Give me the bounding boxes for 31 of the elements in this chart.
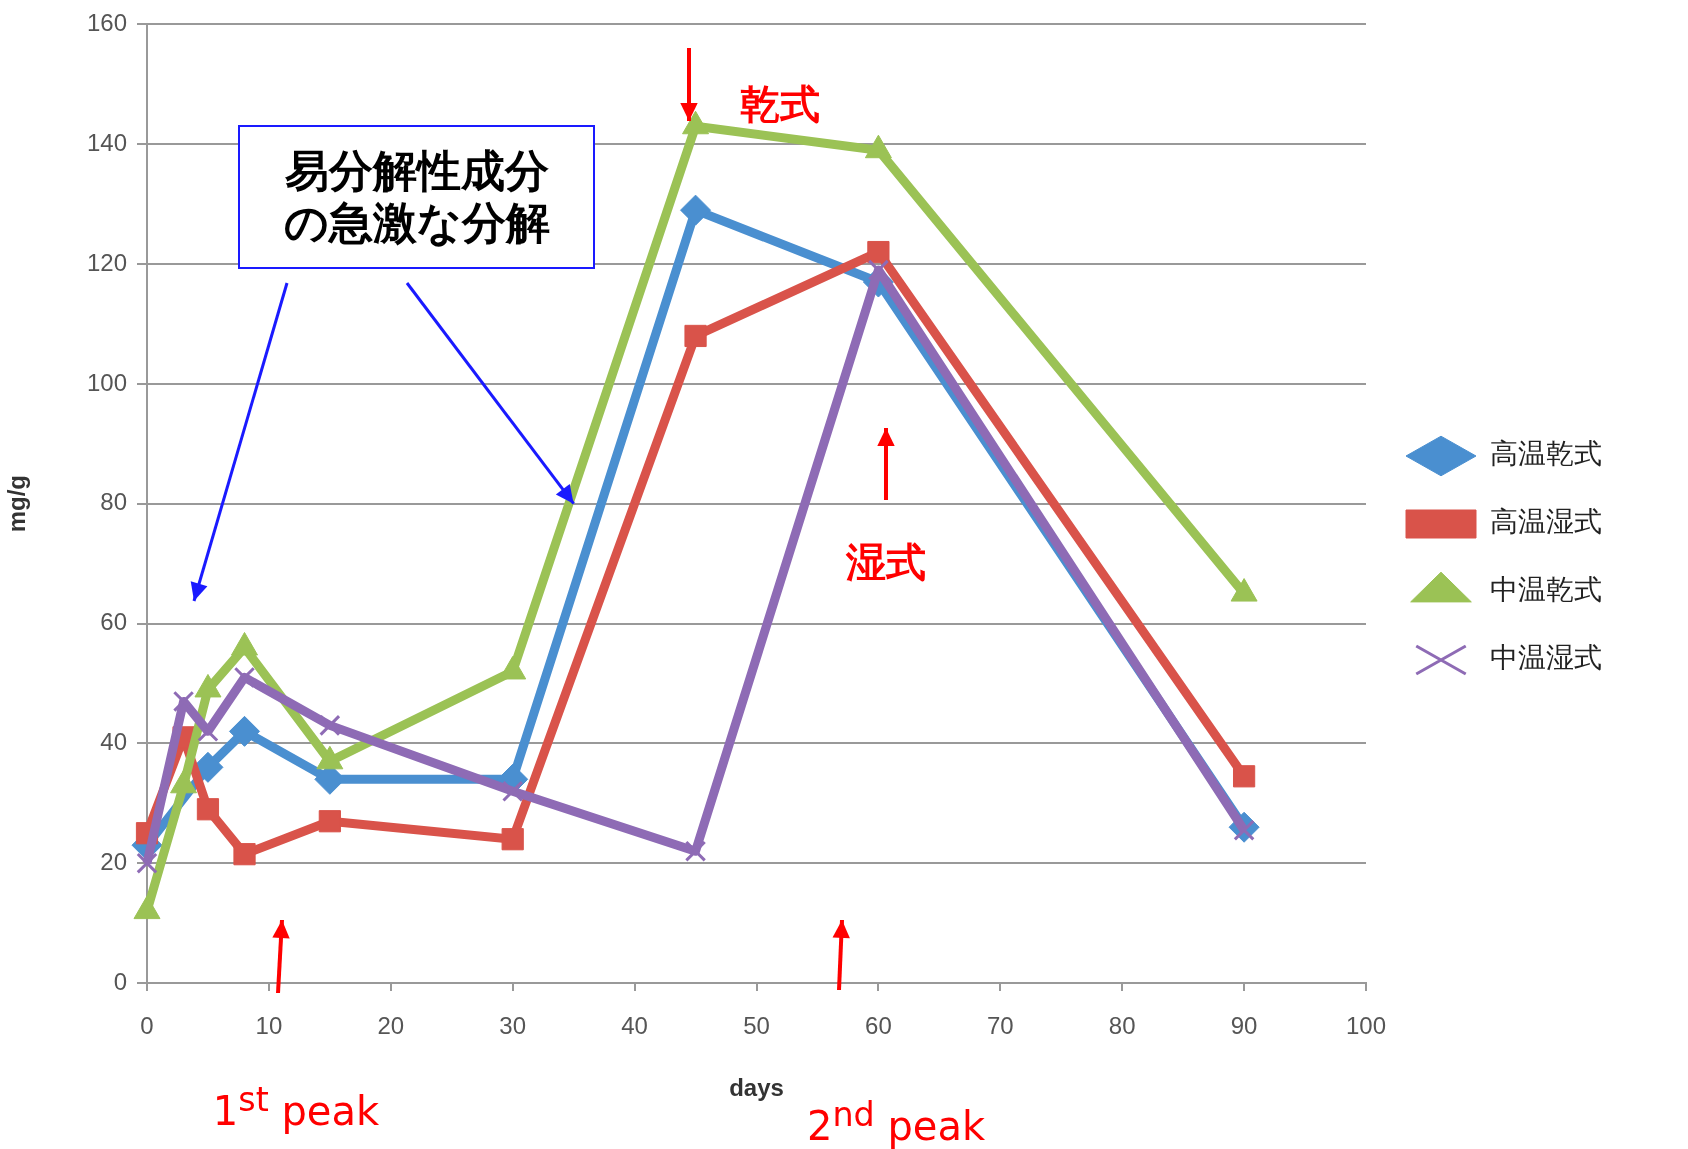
x-tick-label: 90 — [1230, 1012, 1258, 1040]
text: 1$^{st}$ peak — [212, 1079, 380, 1135]
x-tick-label: 20 — [377, 1012, 405, 1040]
x-axis-title: days — [729, 1074, 784, 1102]
legend-label: 中温湿式 — [1490, 641, 1602, 675]
text: 2$^{nd}$ peak — [806, 1094, 986, 1149]
x-tick-label: 50 — [743, 1012, 770, 1040]
annotation: 湿式 — [846, 537, 926, 585]
x-tick-label: 30 — [499, 1012, 527, 1040]
annotation: 乾式 — [740, 79, 820, 127]
y-tick-label: 0 — [113, 967, 127, 995]
y-tick-label: 160 — [86, 9, 127, 37]
legend-label: 中温乾式 — [1490, 573, 1602, 607]
legend-label: 高温湿式 — [1490, 505, 1602, 539]
x-tick-label: 0 — [140, 1012, 154, 1040]
y-axis-title: mg/g — [3, 475, 31, 533]
y-tick-label: 100 — [86, 368, 127, 396]
y-tick-label: 80 — [100, 488, 127, 516]
x-tick-label: 10 — [255, 1012, 283, 1040]
x-tick-label: 40 — [621, 1012, 648, 1040]
y-tick-label: 60 — [100, 608, 127, 636]
x-tick-label: 100 — [1345, 1012, 1387, 1040]
y-tick-label: 20 — [100, 847, 127, 875]
y-tick-label: 120 — [86, 248, 127, 276]
annotation: 易分解性成分の急激な分解 — [282, 145, 551, 249]
x-tick-label: 80 — [1108, 1012, 1136, 1040]
x-tick-label: 60 — [865, 1012, 892, 1040]
x-tick-label: 70 — [986, 1012, 1014, 1040]
legend-label: 高温乾式 — [1490, 437, 1602, 471]
y-tick-label: 140 — [86, 128, 127, 156]
y-tick-label: 40 — [100, 727, 127, 755]
